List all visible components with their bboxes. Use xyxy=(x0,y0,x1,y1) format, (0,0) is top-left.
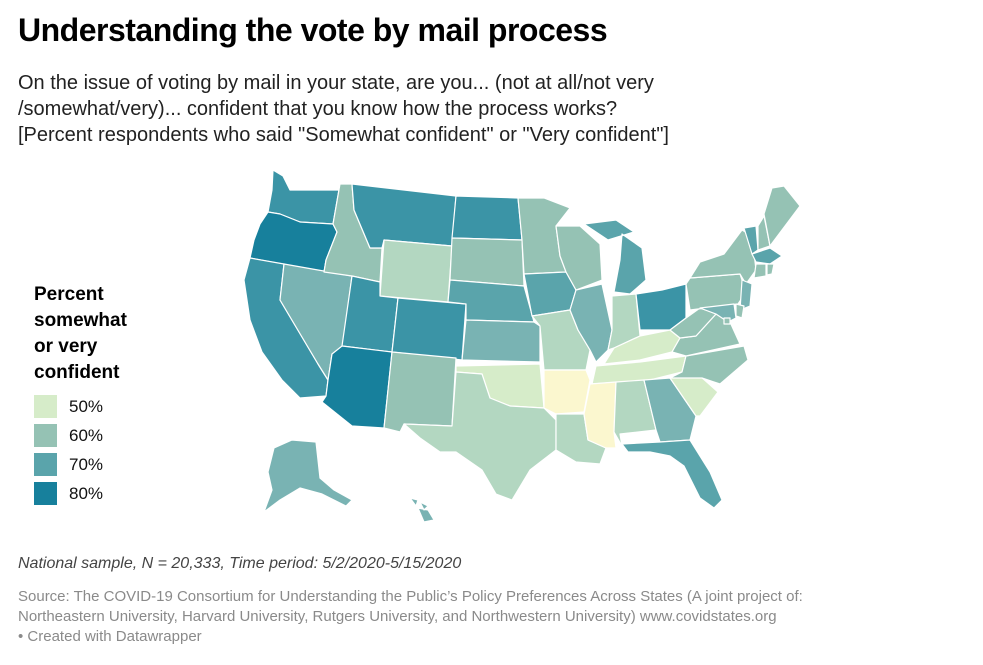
legend-title-line: confident xyxy=(34,362,120,383)
legend-title-line: or very xyxy=(34,336,98,357)
legend-swatch xyxy=(34,453,57,476)
source-line: Source: The COVID-19 Consortium for Unde… xyxy=(18,588,803,605)
legend-title-line: Percent xyxy=(34,284,104,305)
legend-swatch xyxy=(34,482,57,505)
state-WI[interactable] xyxy=(555,225,603,291)
chart-notes: National sample, N = 20,333, Time period… xyxy=(18,555,462,572)
state-DE[interactable] xyxy=(735,303,745,319)
state-KS[interactable] xyxy=(461,319,541,363)
state-MS[interactable] xyxy=(583,381,617,449)
state-ND[interactable] xyxy=(451,195,523,241)
legend-label: 80% xyxy=(69,483,104,503)
legend-item: 80% xyxy=(34,479,164,508)
state-CT[interactable] xyxy=(753,263,767,279)
state-AR[interactable] xyxy=(543,369,591,415)
legend-label: 70% xyxy=(69,454,104,474)
state-AZ[interactable] xyxy=(321,345,393,429)
legend-swatch xyxy=(34,424,57,447)
chart-subtitle: On the issue of voting by mail in your s… xyxy=(18,70,778,148)
state-SD[interactable] xyxy=(449,237,525,287)
state-NM[interactable] xyxy=(383,351,457,433)
subtitle-line: [Percent respondents who said "Somewhat … xyxy=(18,124,669,146)
legend-title-line: somewhat xyxy=(34,310,127,331)
legend-item: 50% xyxy=(34,392,164,421)
state-HI[interactable] xyxy=(409,497,435,523)
state-IA[interactable] xyxy=(523,271,577,317)
state-NJ[interactable] xyxy=(739,279,753,311)
state-RI[interactable] xyxy=(766,263,775,276)
state-FL[interactable] xyxy=(621,439,723,509)
state-IL[interactable] xyxy=(569,283,613,363)
state-NY[interactable] xyxy=(689,229,757,285)
legend: Percent somewhat or very confident 50% 6… xyxy=(34,282,164,508)
subtitle-line: On the issue of voting by mail in your s… xyxy=(18,72,654,94)
state-MT[interactable] xyxy=(351,183,457,249)
source-credit: Source: The COVID-19 Consortium for Unde… xyxy=(18,587,803,647)
subtitle-line: /somewhat/very)... confident that you kn… xyxy=(18,98,618,120)
legend-label: 60% xyxy=(69,425,104,445)
state-MA[interactable] xyxy=(751,247,783,265)
state-ME[interactable] xyxy=(763,185,801,247)
legend-item: 60% xyxy=(34,421,164,450)
state-AK[interactable] xyxy=(263,439,353,513)
legend-swatch xyxy=(34,395,57,418)
state-DC[interactable] xyxy=(723,317,731,325)
state-WY[interactable] xyxy=(379,239,453,303)
legend-item: 70% xyxy=(34,450,164,479)
source-line: • Created with Datawrapper xyxy=(18,628,202,645)
legend-items: 50% 60% 70% 80% xyxy=(34,392,164,508)
legend-label: 50% xyxy=(69,396,104,416)
state-TX[interactable] xyxy=(403,371,557,501)
source-line: Northeastern University, Harvard Univers… xyxy=(18,608,777,625)
legend-title: Percent somewhat or very confident xyxy=(34,282,164,386)
chart-title: Understanding the vote by mail process xyxy=(18,12,608,48)
state-CO[interactable] xyxy=(391,297,467,361)
